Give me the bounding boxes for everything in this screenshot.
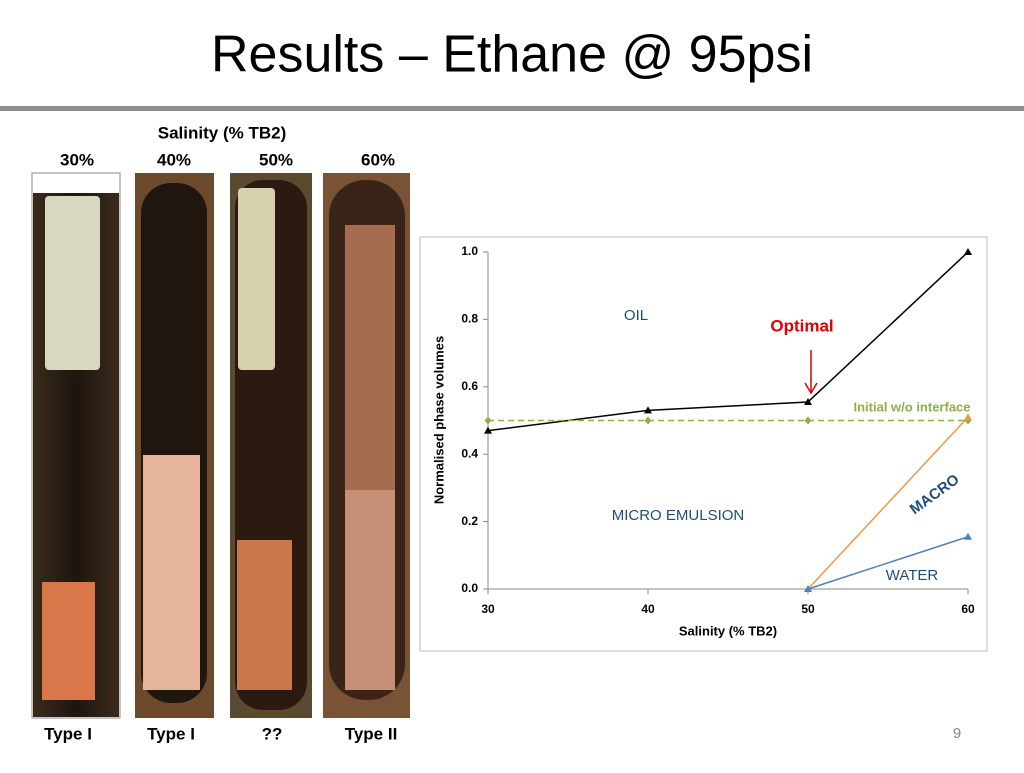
x-tick-label: 30	[481, 602, 495, 616]
photo	[230, 173, 312, 718]
photo	[31, 172, 121, 719]
title-rule	[0, 106, 1024, 111]
point	[484, 426, 492, 434]
photo-salinity: 50%	[259, 150, 293, 169]
series-line	[807, 536, 969, 590]
annotation: OIL	[624, 307, 648, 324]
y-tick-label: 0.0	[461, 581, 478, 595]
point	[964, 413, 972, 421]
photo-salinity: 60%	[361, 150, 395, 169]
point	[804, 397, 812, 405]
y-tick-label: 0.4	[461, 446, 478, 460]
annotation: MICRO EMULSION	[612, 507, 745, 524]
page-number: 9	[953, 725, 961, 742]
annotation: Initial w/o interface	[853, 399, 970, 414]
photo-salinity: 30%	[60, 150, 94, 169]
point	[484, 416, 492, 425]
photo	[135, 173, 214, 718]
photo-type: Type I	[44, 724, 92, 743]
y-tick-label: 0.8	[461, 312, 478, 326]
x-tick-label: 50	[801, 602, 815, 616]
chart: OIL Optimal Initial w/o interface MACRO …	[431, 307, 970, 638]
point	[644, 416, 652, 425]
photo-type: Type II	[345, 724, 398, 743]
photo-header: Salinity (% TB2)	[158, 123, 286, 142]
series-line	[807, 416, 969, 590]
x-tick-label: 60	[961, 602, 975, 616]
y-tick-label: 1.0	[461, 244, 478, 258]
x-tick-label: 40	[641, 602, 655, 616]
point	[964, 248, 972, 255]
point	[804, 585, 812, 592]
arrow-head	[804, 382, 818, 395]
x-axis-title: Salinity (% TB2)	[679, 623, 777, 638]
annotation: WATER	[886, 567, 939, 584]
y-tick-label: 0.6	[461, 379, 478, 393]
y-axis-title: Normalised phase volumes	[431, 336, 446, 504]
y-tick-label: 0.2	[461, 514, 478, 528]
photo-type: Type I	[147, 724, 195, 743]
chart-frame	[419, 236, 988, 652]
photo	[323, 173, 410, 718]
slide-title: Results – Ethane @ 95psi	[211, 26, 813, 84]
point	[804, 416, 812, 425]
photo-type: ??	[262, 724, 283, 743]
point	[964, 532, 972, 540]
annotation: Optimal	[770, 316, 833, 335]
point	[644, 406, 652, 414]
photo-salinity: 40%	[157, 150, 191, 169]
